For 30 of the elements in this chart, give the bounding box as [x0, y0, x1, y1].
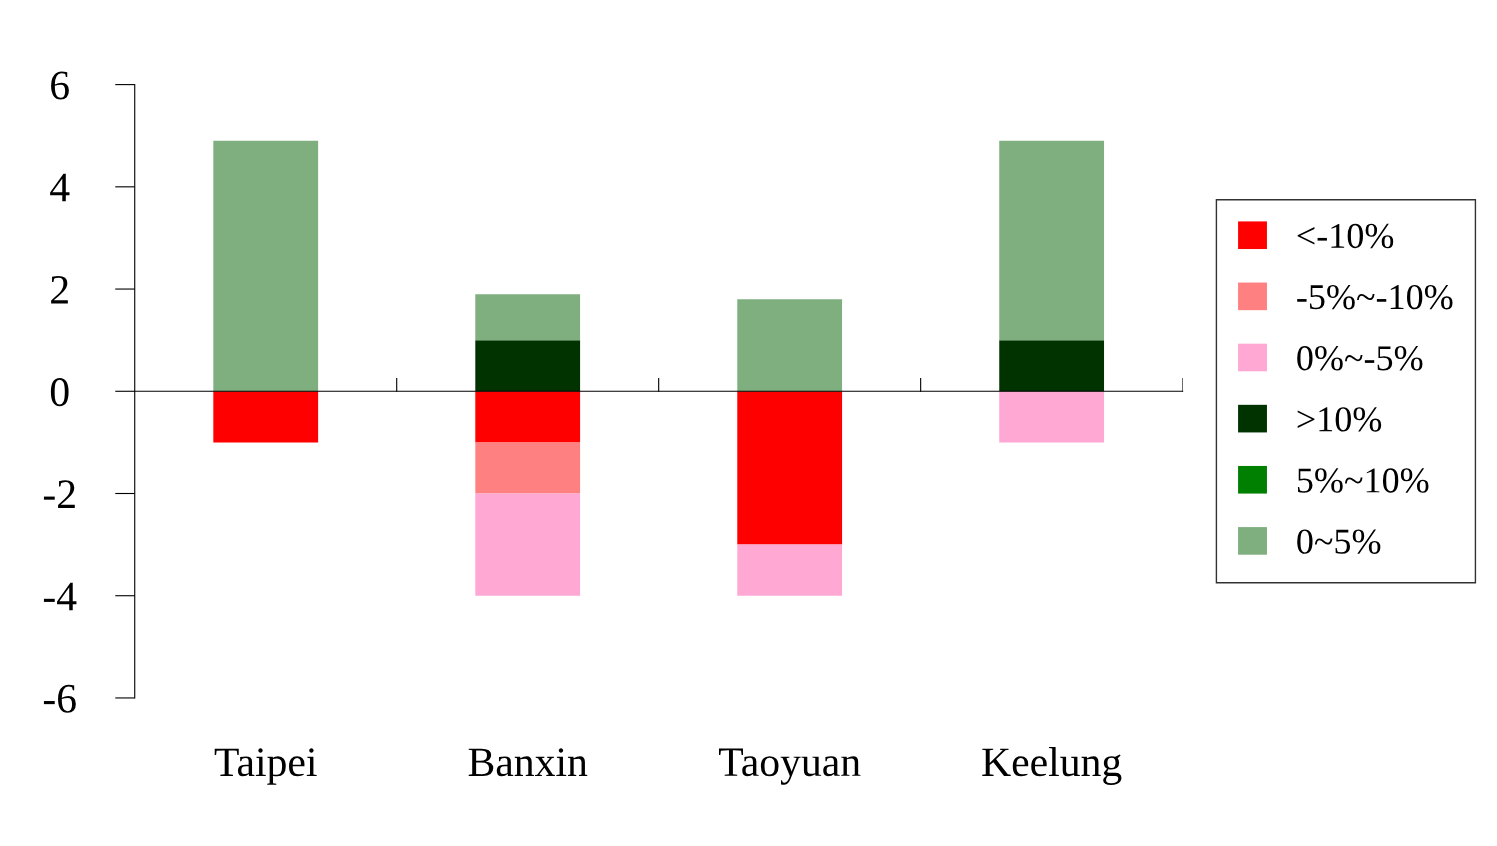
bar [475, 442, 581, 494]
bar [475, 391, 581, 443]
bar [475, 340, 581, 392]
legend-label: 0%~-5% [1297, 346, 1423, 371]
y-tick-label: -4 [43, 582, 77, 611]
y-tick-label: -2 [43, 480, 75, 508]
legend-label: >10% [1297, 407, 1382, 432]
legend-label: 5%~10% [1297, 468, 1429, 493]
y-tick-label: 4 [50, 173, 70, 202]
x-tick-label: Taipei [214, 748, 317, 785]
bar [999, 391, 1105, 443]
bar [213, 391, 319, 443]
bar [737, 391, 843, 545]
y-tick-label: 2 [51, 275, 68, 304]
y-tick-label: 0 [50, 378, 69, 407]
bar [999, 340, 1105, 392]
x-tick-label: Taoyuan [718, 748, 861, 785]
x-tick-label: Banxin [468, 748, 588, 777]
legend-label: <-10% [1297, 223, 1394, 249]
y-tick-label: -6 [43, 684, 76, 713]
bar [999, 140, 1105, 341]
bar [475, 493, 581, 596]
bar [475, 294, 581, 341]
y-tick-label: 6 [51, 71, 69, 100]
x-tick-label: Keelung [982, 747, 1122, 785]
legend-label: -5%~-10% [1297, 284, 1453, 310]
bar [213, 140, 319, 392]
legend-label: 0~5% [1297, 529, 1381, 554]
bar [737, 544, 843, 596]
bar [737, 299, 843, 392]
